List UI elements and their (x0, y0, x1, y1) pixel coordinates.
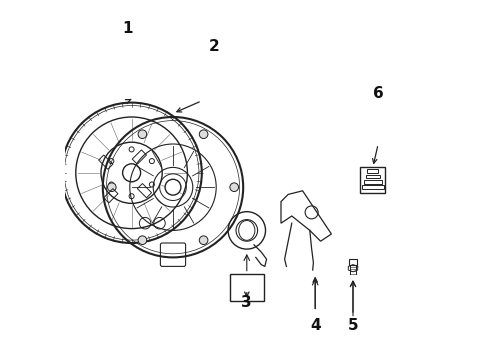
Circle shape (199, 130, 208, 139)
Circle shape (138, 130, 147, 139)
Bar (366, 175, 380, 178)
Circle shape (138, 236, 147, 244)
Circle shape (107, 183, 116, 192)
Bar (349, 259, 357, 265)
Circle shape (230, 183, 239, 192)
Text: 3: 3 (242, 295, 252, 310)
Bar (362, 185, 384, 189)
Text: 4: 4 (310, 318, 320, 333)
Text: 6: 6 (373, 86, 384, 101)
Bar (104, 189, 118, 203)
Bar (368, 169, 378, 173)
Circle shape (199, 236, 208, 244)
Circle shape (165, 179, 181, 195)
Bar (364, 180, 382, 184)
Text: 1: 1 (123, 21, 133, 36)
Bar (132, 150, 147, 164)
Text: 2: 2 (209, 39, 220, 54)
Bar (98, 155, 113, 169)
Bar (137, 184, 151, 198)
Text: 5: 5 (348, 318, 358, 333)
Bar (229, 274, 264, 301)
